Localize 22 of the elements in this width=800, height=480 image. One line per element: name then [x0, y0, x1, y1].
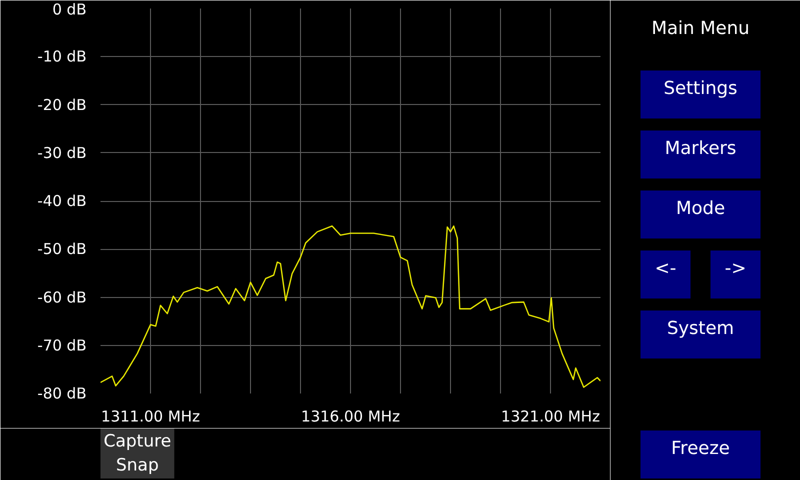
y-tick-label: -80 dB	[37, 384, 87, 402]
y-tick-label: 0 dB	[52, 0, 86, 18]
y-tick-label: -30 dB	[37, 144, 87, 162]
text: Capture Snap	[104, 432, 172, 476]
text: Markers	[664, 138, 736, 159]
text: Mode	[676, 198, 726, 219]
text: Main Menu	[651, 18, 750, 39]
text: System	[666, 318, 734, 339]
text: <-	[654, 258, 676, 279]
y-tick-label: -40 dB	[37, 192, 87, 210]
line-series	[100, 225, 600, 388]
y-tick-label: -60 dB	[37, 288, 87, 306]
x-tick-label: 1311.00 MHz	[101, 408, 200, 426]
y-tick-label: -10 dB	[37, 48, 87, 66]
x-tick-label: 1321.00 MHz	[501, 408, 600, 426]
text: Settings	[664, 78, 738, 99]
text: Freeze	[671, 438, 730, 459]
y-tick-label: -50 dB	[37, 240, 87, 258]
x-tick-label: 1316.00 MHz	[301, 408, 400, 426]
text: ->	[724, 258, 746, 279]
y-tick-label: -70 dB	[37, 336, 87, 354]
y-tick-label: -20 dB	[37, 96, 87, 114]
